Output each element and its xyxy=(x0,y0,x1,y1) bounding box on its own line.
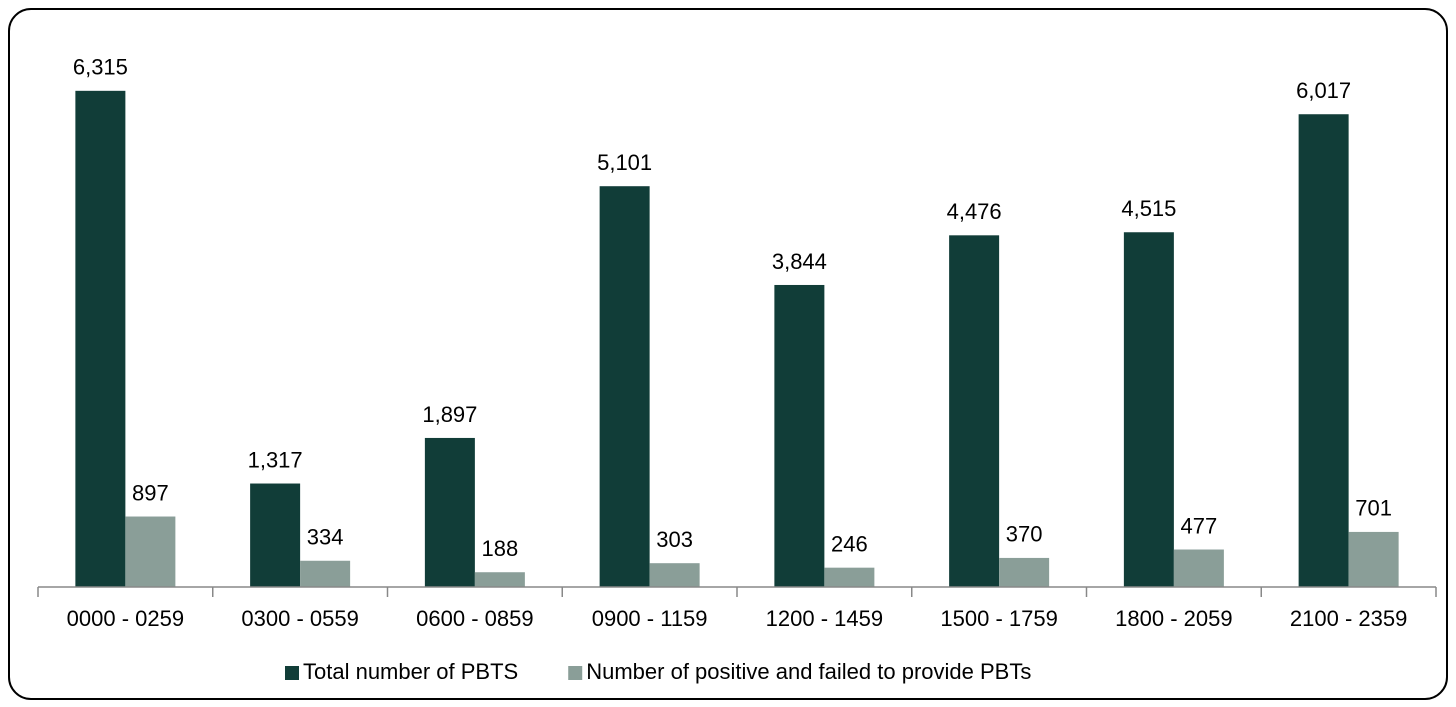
data-label: 701 xyxy=(1355,496,1392,521)
bar xyxy=(949,235,1000,588)
data-label: 370 xyxy=(1006,522,1043,547)
bar xyxy=(599,186,650,587)
x-tick-label: 1500 - 1759 xyxy=(940,606,1057,631)
bar xyxy=(1173,549,1224,587)
data-label: 897 xyxy=(132,480,169,505)
x-tick-label: 0000 - 0259 xyxy=(67,606,184,631)
data-label: 303 xyxy=(656,527,693,552)
x-tick-label: 0900 - 1159 xyxy=(592,606,708,631)
bar xyxy=(774,284,825,587)
x-tick-label: 0600 - 0859 xyxy=(416,606,533,631)
legend-label: Total number of PBTS xyxy=(303,659,518,684)
data-label: 3,844 xyxy=(772,249,827,274)
data-label: 5,101 xyxy=(597,150,652,175)
chart-border xyxy=(8,8,1448,700)
bar xyxy=(824,567,875,587)
bar xyxy=(300,560,351,587)
bar xyxy=(75,90,126,588)
data-label: 188 xyxy=(482,536,519,561)
data-label: 4,515 xyxy=(1121,196,1176,221)
bar xyxy=(474,572,525,587)
data-label: 334 xyxy=(307,525,344,550)
bar xyxy=(649,563,700,587)
data-label: 1,317 xyxy=(248,447,303,472)
x-tick-label: 2100 - 2359 xyxy=(1290,606,1407,631)
bar xyxy=(125,516,176,587)
legend-label: Number of positive and failed to provide… xyxy=(586,659,1031,684)
legend-swatch xyxy=(285,666,299,680)
bar xyxy=(1298,114,1349,587)
data-label: 1,897 xyxy=(422,402,477,427)
bar xyxy=(999,557,1050,587)
x-tick-label: 0300 - 0559 xyxy=(241,606,358,631)
bar xyxy=(250,483,301,587)
bar xyxy=(424,437,475,587)
legend-swatch xyxy=(568,666,583,680)
data-label: 6,315 xyxy=(73,55,128,80)
bar xyxy=(1123,232,1174,587)
data-label: 246 xyxy=(831,531,868,556)
data-label: 4,476 xyxy=(947,199,1002,224)
bar xyxy=(1348,531,1399,587)
data-label: 477 xyxy=(1181,513,1218,538)
x-tick-label: 1200 - 1459 xyxy=(766,606,883,631)
x-tick-label: 1800 - 2059 xyxy=(1115,606,1232,631)
data-label: 6,017 xyxy=(1296,78,1351,103)
